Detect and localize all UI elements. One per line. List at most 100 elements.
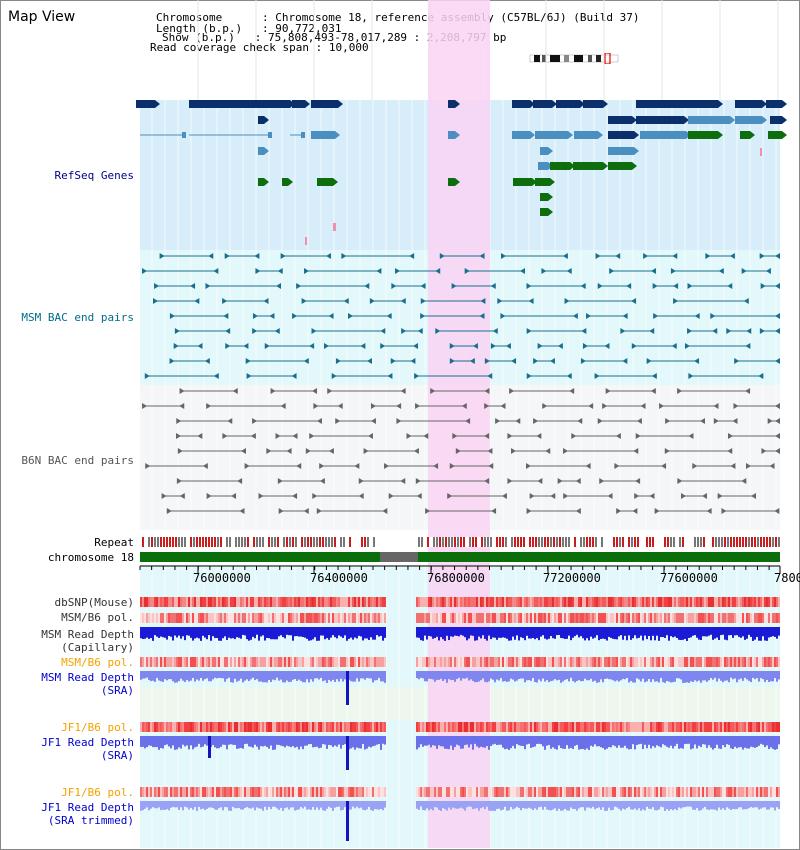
heat-cell [190, 597, 192, 607]
depth-bar [752, 736, 754, 748]
depth-bar [626, 671, 628, 679]
heat-cell [702, 657, 704, 667]
depth-bar [154, 671, 156, 682]
depth-bar [604, 801, 606, 811]
repeat-element [541, 537, 543, 547]
heat-cell [498, 787, 500, 797]
heat-cell [160, 613, 162, 623]
depth-bar [368, 627, 370, 640]
heat-cell [700, 787, 702, 797]
repeat-element [343, 537, 345, 547]
bac-end-marker [727, 448, 733, 454]
track-label-msm-bac[interactable]: MSM BAC end pairs [21, 311, 134, 324]
bac-end-marker [264, 343, 270, 349]
track-label-jf1-b6-pol[interactable]: JF1/B6 pol. [61, 721, 134, 734]
heat-cell [618, 597, 620, 607]
depth-bar [358, 736, 360, 749]
track-label-msm-depth-capillary[interactable]: MSM Read Depth (Capillary) [41, 628, 134, 654]
depth-bar [648, 736, 650, 745]
bac-end-marker [354, 463, 360, 469]
depth-bar [532, 801, 534, 811]
heat-cell [322, 597, 324, 607]
heat-cell [262, 787, 264, 797]
heat-cell [418, 613, 420, 623]
heat-cell [686, 722, 688, 732]
track-label-jf1-depth-trimmed[interactable]: JF1 Read Depth (SRA trimmed) [41, 801, 134, 827]
bac-end-marker [730, 463, 736, 469]
depth-bar [476, 801, 478, 809]
bac-end-marker [597, 418, 603, 424]
depth-bar [602, 671, 604, 683]
bac-end-marker [732, 418, 738, 424]
repeat-element [625, 537, 627, 547]
depth-bar [282, 801, 284, 811]
heat-cell [428, 613, 430, 623]
refseq-gene [556, 100, 580, 108]
track-label-repeat[interactable]: Repeat [94, 536, 134, 549]
bac-end-marker [495, 418, 501, 424]
depth-bar [160, 801, 162, 811]
heat-cell [434, 722, 436, 732]
heat-cell [670, 787, 672, 797]
bac-end-marker [575, 478, 581, 484]
depth-bar [540, 671, 542, 682]
track-label-msm-b6-pol-2[interactable]: MSM/B6 pol. [61, 656, 134, 669]
heat-cell [298, 657, 300, 667]
depth-bar [476, 736, 478, 747]
heat-cell [486, 613, 488, 623]
heat-cell [202, 787, 204, 797]
track-label-msm-depth-sra[interactable]: MSM Read Depth (SRA) [41, 671, 134, 697]
heat-cell [356, 657, 358, 667]
heat-cell [684, 657, 686, 667]
heat-cell [304, 787, 306, 797]
track-label-refseq[interactable]: RefSeq Genes [54, 169, 134, 182]
heat-cell [218, 787, 220, 797]
heat-cell [416, 722, 418, 732]
heat-cell [248, 787, 250, 797]
gene-strand-arrow [603, 100, 608, 108]
chromosome-ideogram[interactable] [528, 53, 622, 64]
depth-bar [486, 627, 488, 641]
heat-cell [768, 787, 770, 797]
depth-bar [708, 627, 710, 636]
heat-cell [552, 657, 554, 667]
depth-bar [172, 736, 174, 746]
heat-cell [278, 787, 280, 797]
track-label-chromosome[interactable]: chromosome 18 [47, 551, 134, 564]
depth-bar [150, 627, 152, 639]
depth-bar [528, 801, 530, 808]
heat-cell [246, 597, 248, 607]
repeat-element [418, 537, 420, 547]
refseq-exon [182, 132, 186, 138]
depth-bar [778, 736, 780, 745]
track-label-dbsnp[interactable]: dbSNP(Mouse) [54, 596, 134, 609]
track-label-b6n-bac[interactable]: B6N BAC end pairs [21, 454, 134, 467]
track-label-msm-b6-pol[interactable]: MSM/B6 pol. [61, 611, 134, 624]
depth-bar [272, 671, 274, 680]
heat-cell [492, 787, 494, 797]
track-label-jf1-depth-sra[interactable]: JF1 Read Depth (SRA) [41, 736, 134, 762]
heat-cell [270, 597, 272, 607]
heat-cell [746, 657, 748, 667]
depth-bar [490, 801, 492, 811]
depth-bar [298, 736, 300, 750]
heat-cell [594, 597, 596, 607]
depth-bar [322, 627, 324, 636]
heat-cell [378, 657, 380, 667]
depth-bar [164, 801, 166, 810]
heat-cell [534, 657, 536, 667]
heat-cell [744, 657, 746, 667]
heat-cell [632, 597, 634, 607]
depth-bar [494, 801, 496, 811]
heat-cell [268, 613, 270, 623]
heat-cell [274, 722, 276, 732]
heat-cell [264, 657, 266, 667]
track-label-jf1-b6-pol-2[interactable]: JF1/B6 pol. [61, 786, 134, 799]
depth-bar [728, 627, 730, 636]
depth-bar [612, 671, 614, 681]
depth-bar [254, 736, 256, 745]
depth-bar [286, 736, 288, 746]
heat-cell [752, 657, 754, 667]
heat-cell [596, 597, 598, 607]
